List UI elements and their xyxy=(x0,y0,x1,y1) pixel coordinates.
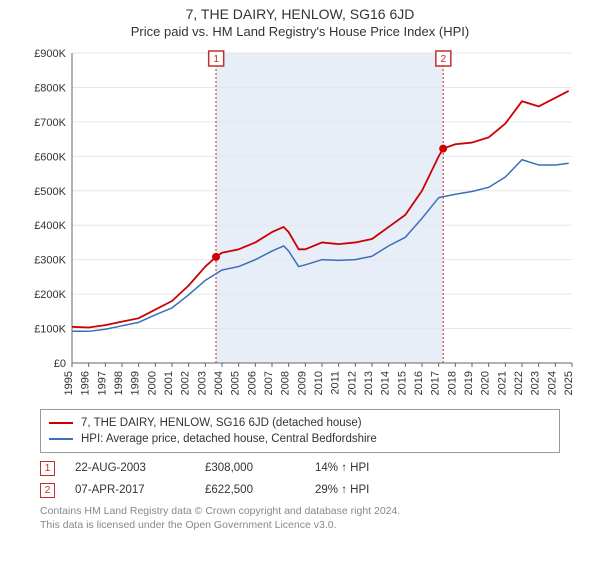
svg-text:£0: £0 xyxy=(54,358,66,370)
chart-svg: £0 £100K £200K £300K £400K £500K £600K £700K £80… xyxy=(20,43,580,403)
svg-text:£400K: £400K xyxy=(34,220,66,232)
sales-row-2: 2 07-APR-2017 £622,500 29% ↑ HPI xyxy=(40,479,560,501)
svg-text:£700K: £700K xyxy=(34,117,66,129)
page-subtitle: Price paid vs. HM Land Registry's House … xyxy=(0,24,600,39)
legend-swatch-property xyxy=(49,422,73,424)
sale-date-2: 07-APR-2017 xyxy=(75,484,185,496)
svg-text:2019: 2019 xyxy=(463,371,475,395)
svg-text:2016: 2016 xyxy=(413,371,425,395)
svg-text:£300K: £300K xyxy=(34,255,66,267)
svg-text:2011: 2011 xyxy=(330,371,342,395)
svg-text:2023: 2023 xyxy=(530,371,542,395)
svg-text:£200K: £200K xyxy=(34,289,66,301)
svg-text:2021: 2021 xyxy=(496,371,508,395)
svg-text:£600K: £600K xyxy=(34,151,66,163)
legend-label-hpi: HPI: Average price, detached house, Cent… xyxy=(81,433,377,445)
svg-text:1997: 1997 xyxy=(96,371,108,395)
sale-price-1: £308,000 xyxy=(205,462,295,474)
svg-text:2014: 2014 xyxy=(380,371,392,395)
svg-text:£900K: £900K xyxy=(34,48,66,60)
legend: 7, THE DAIRY, HENLOW, SG16 6JD (detached… xyxy=(40,409,560,453)
svg-text:1995: 1995 xyxy=(63,371,75,395)
svg-text:2004: 2004 xyxy=(213,371,225,395)
svg-text:2025: 2025 xyxy=(563,371,575,395)
svg-text:2005: 2005 xyxy=(230,371,242,395)
svg-text:£500K: £500K xyxy=(34,186,66,198)
legend-row-property: 7, THE DAIRY, HENLOW, SG16 6JD (detached… xyxy=(49,415,551,431)
sale-callout-badge-2: 2 xyxy=(40,483,55,498)
legend-row-hpi: HPI: Average price, detached house, Cent… xyxy=(49,431,551,447)
svg-text:£800K: £800K xyxy=(34,82,66,94)
svg-text:2002: 2002 xyxy=(180,371,192,395)
svg-text:2018: 2018 xyxy=(446,371,458,395)
svg-text:2006: 2006 xyxy=(246,371,258,395)
sales-table: 1 22-AUG-2003 £308,000 14% ↑ HPI 2 07-AP… xyxy=(40,457,560,501)
sales-row-1: 1 22-AUG-2003 £308,000 14% ↑ HPI xyxy=(40,457,560,479)
svg-text:2022: 2022 xyxy=(513,371,525,395)
price-chart: £0 £100K £200K £300K £400K £500K £600K £700K £80… xyxy=(20,43,580,403)
svg-text:2007: 2007 xyxy=(263,371,275,395)
footer-line-1: Contains HM Land Registry data © Crown c… xyxy=(40,505,560,519)
sale-pct-1: 14% ↑ HPI xyxy=(315,462,405,474)
sale-date-1: 22-AUG-2003 xyxy=(75,462,185,474)
svg-text:2003: 2003 xyxy=(196,371,208,395)
svg-text:2015: 2015 xyxy=(396,371,408,395)
sale-pct-2: 29% ↑ HPI xyxy=(315,484,405,496)
footer-line-2: This data is licensed under the Open Gov… xyxy=(40,519,560,533)
svg-text:2000: 2000 xyxy=(146,371,158,395)
svg-text:2020: 2020 xyxy=(480,371,492,395)
footer: Contains HM Land Registry data © Crown c… xyxy=(40,505,560,532)
svg-text:2017: 2017 xyxy=(430,371,442,395)
svg-text:1999: 1999 xyxy=(130,371,142,395)
svg-text:2001: 2001 xyxy=(163,371,175,395)
svg-text:2010: 2010 xyxy=(313,371,325,395)
svg-text:1: 1 xyxy=(213,53,219,65)
legend-swatch-hpi xyxy=(49,438,73,440)
sale-price-2: £622,500 xyxy=(205,484,295,496)
svg-text:2013: 2013 xyxy=(363,371,375,395)
svg-text:£100K: £100K xyxy=(34,324,66,336)
legend-label-property: 7, THE DAIRY, HENLOW, SG16 6JD (detached… xyxy=(81,417,362,429)
svg-text:2009: 2009 xyxy=(296,371,308,395)
svg-text:2024: 2024 xyxy=(546,371,558,395)
svg-text:1998: 1998 xyxy=(113,371,125,395)
svg-text:2008: 2008 xyxy=(280,371,292,395)
page-title: 7, THE DAIRY, HENLOW, SG16 6JD xyxy=(0,6,600,22)
svg-text:2: 2 xyxy=(440,53,446,65)
svg-text:2012: 2012 xyxy=(346,371,358,395)
svg-text:1996: 1996 xyxy=(80,371,92,395)
sale-callout-badge-1: 1 xyxy=(40,461,55,476)
